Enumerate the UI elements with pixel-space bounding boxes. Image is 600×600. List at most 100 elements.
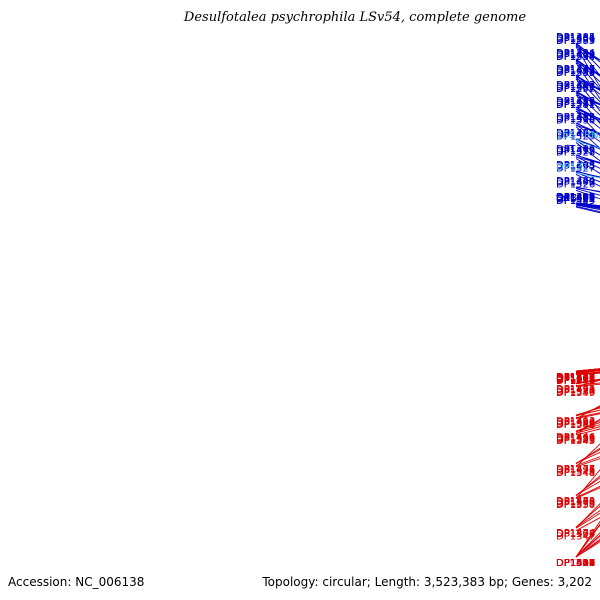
gene-label[interactable]: DP1289 (556, 36, 595, 47)
gene-label[interactable]: DP1351 (556, 375, 595, 386)
gene-label[interactable]: DP1413 (556, 112, 595, 123)
gene-label[interactable]: DP1456 (556, 372, 595, 383)
gene-label[interactable]: DP1402 (556, 192, 595, 203)
gene-label[interactable]: DP1515 (556, 194, 595, 205)
gene-label[interactable]: DP1449 (556, 558, 595, 569)
gene-label[interactable]: DP1410 (556, 558, 595, 569)
gene-label[interactable]: DP1400 (556, 192, 595, 203)
gene-label[interactable]: DP1468 (556, 193, 595, 204)
gene-label[interactable]: DP1463 (556, 416, 595, 427)
gene-label[interactable]: DP1497 (556, 146, 595, 157)
gene-label[interactable]: DP1411 (556, 374, 595, 385)
gene-label[interactable]: DP1350 (556, 388, 595, 399)
gene-label[interactable]: DP1523 (556, 375, 595, 386)
gene-label[interactable]: DP1384 (556, 48, 595, 59)
gene-label[interactable]: DP1335 (556, 66, 595, 77)
gene-label[interactable]: DP1533 (556, 68, 595, 79)
gene-label[interactable]: DP1474 (556, 528, 595, 539)
gene-label[interactable]: DP1466 (556, 193, 595, 204)
gene-label[interactable]: DP1367 (556, 193, 595, 204)
gene-label[interactable]: DP1528 (556, 147, 595, 158)
gene-label[interactable]: DP1500 (556, 497, 595, 508)
gene-label[interactable]: DP1339 (556, 49, 595, 60)
gene-label[interactable]: DP1281 (556, 100, 595, 111)
gene-label[interactable]: DP1513 (556, 374, 595, 385)
gene-label[interactable]: DP1519 (556, 374, 595, 385)
gene-label[interactable]: DPt34 (556, 558, 586, 569)
gene-label[interactable]: DP1423 (556, 192, 595, 203)
gene-label[interactable]: DP1345 (556, 376, 595, 387)
gene-label[interactable]: DP1353 (556, 500, 595, 511)
gene-label[interactable]: DP1397 (556, 529, 595, 540)
gene-label[interactable]: DP1312 (556, 98, 595, 109)
gene-label[interactable]: DP1450 (556, 372, 595, 383)
gene-label[interactable]: DP1298 (556, 68, 595, 79)
gene-label[interactable]: DP1354 (556, 375, 595, 386)
gene-label[interactable]: DP1377 (556, 64, 595, 75)
gene-label[interactable]: DP1408 (556, 192, 595, 203)
gene-label[interactable]: DP1548 (556, 468, 595, 479)
gene-label[interactable]: DP1550 (556, 500, 595, 511)
gene-label[interactable]: DP1488 (556, 114, 595, 125)
gene-label[interactable]: DP1545 (556, 196, 595, 207)
gene-label[interactable]: DP1366 (556, 193, 595, 204)
gene-label[interactable]: DP1522 (556, 558, 595, 569)
gene-label[interactable]: DP1319 (556, 146, 595, 157)
gene-label[interactable]: DP1343 (556, 436, 595, 447)
gene-label[interactable]: DP1473 (556, 372, 595, 383)
gene-label[interactable]: DP1443 (556, 64, 595, 75)
gene-label[interactable]: DP1363 (556, 161, 595, 172)
gene-label[interactable]: DP1507 (556, 194, 595, 205)
gene-label[interactable]: DP1376 (556, 96, 595, 107)
gene-label[interactable]: DP1398 (556, 373, 595, 384)
gene-label[interactable]: DP1419 (556, 433, 595, 444)
gene-label[interactable]: DP1489 (556, 98, 595, 109)
gene-label[interactable]: DP1406 (556, 373, 595, 384)
gene-label[interactable]: DP1315 (556, 114, 595, 125)
gene-label[interactable]: DP1475 (556, 372, 595, 383)
gene-label[interactable]: DP1293 (556, 52, 595, 63)
gene-label[interactable]: DP1467 (556, 193, 595, 204)
gene-label[interactable]: DP1472 (556, 496, 595, 507)
gene-label[interactable]: DP1448 (556, 372, 595, 383)
gene-label[interactable]: DP1524 (556, 195, 595, 206)
gene-label[interactable]: DP1495 (556, 162, 595, 173)
gene-label[interactable]: DP1501 (556, 34, 595, 45)
gene-label[interactable]: DP1409 (556, 374, 595, 385)
gene-label[interactable]: DP1526 (556, 179, 595, 190)
gene-label[interactable]: DP1486 (556, 558, 595, 569)
gene-label[interactable]: DP1424 (556, 176, 595, 187)
gene-label[interactable]: DP1477 (556, 464, 595, 475)
gene-label[interactable]: DP1374 (556, 387, 595, 398)
gene-label[interactable]: DP1492 (556, 66, 595, 77)
gene-label[interactable]: DP1348 (556, 193, 595, 204)
gene-label[interactable]: DP1493 (556, 433, 595, 444)
gene-label[interactable]: DP1445 (556, 372, 595, 383)
gene-label[interactable]: DP1496 (556, 465, 595, 476)
gene-label[interactable]: DP1344 (556, 468, 595, 479)
gene-label[interactable]: DP1499 (556, 385, 595, 396)
gene-label[interactable]: DP1435 (556, 464, 595, 475)
gene-label[interactable]: DP1415 (556, 192, 595, 203)
gene-label[interactable]: DP1401 (556, 558, 595, 569)
gene-label[interactable]: DP1362 (556, 193, 595, 204)
gene-label[interactable]: DP1386 (556, 144, 595, 155)
gene-label[interactable]: DP1446 (556, 432, 595, 443)
gene-label[interactable]: DP1421 (556, 192, 595, 203)
gene-label[interactable]: DP1355 (556, 420, 595, 431)
gene-label[interactable]: DP1470 (556, 193, 595, 204)
gene-label[interactable]: tatC (556, 193, 577, 204)
gene-label[interactable]: DP1521 (556, 375, 595, 386)
gene-label[interactable]: DP1534 (556, 52, 595, 63)
gene-label[interactable]: DP131 (556, 162, 589, 173)
gene-label[interactable]: DP1396 (556, 192, 595, 203)
gene-label[interactable]: DP1453 (556, 193, 595, 204)
gene-label[interactable]: DP1373 (556, 466, 595, 477)
gene-label[interactable]: DP1530 (556, 116, 595, 127)
gene-label[interactable]: DP1518 (556, 558, 595, 569)
gene-label[interactable]: DP1490 (556, 178, 595, 189)
gene-label[interactable]: DP1438 (556, 528, 595, 539)
gene-label[interactable]: DP1420 (556, 417, 595, 428)
gene-label[interactable]: DP1407 (556, 558, 595, 569)
gene-label[interactable]: DP1347 (556, 532, 595, 543)
